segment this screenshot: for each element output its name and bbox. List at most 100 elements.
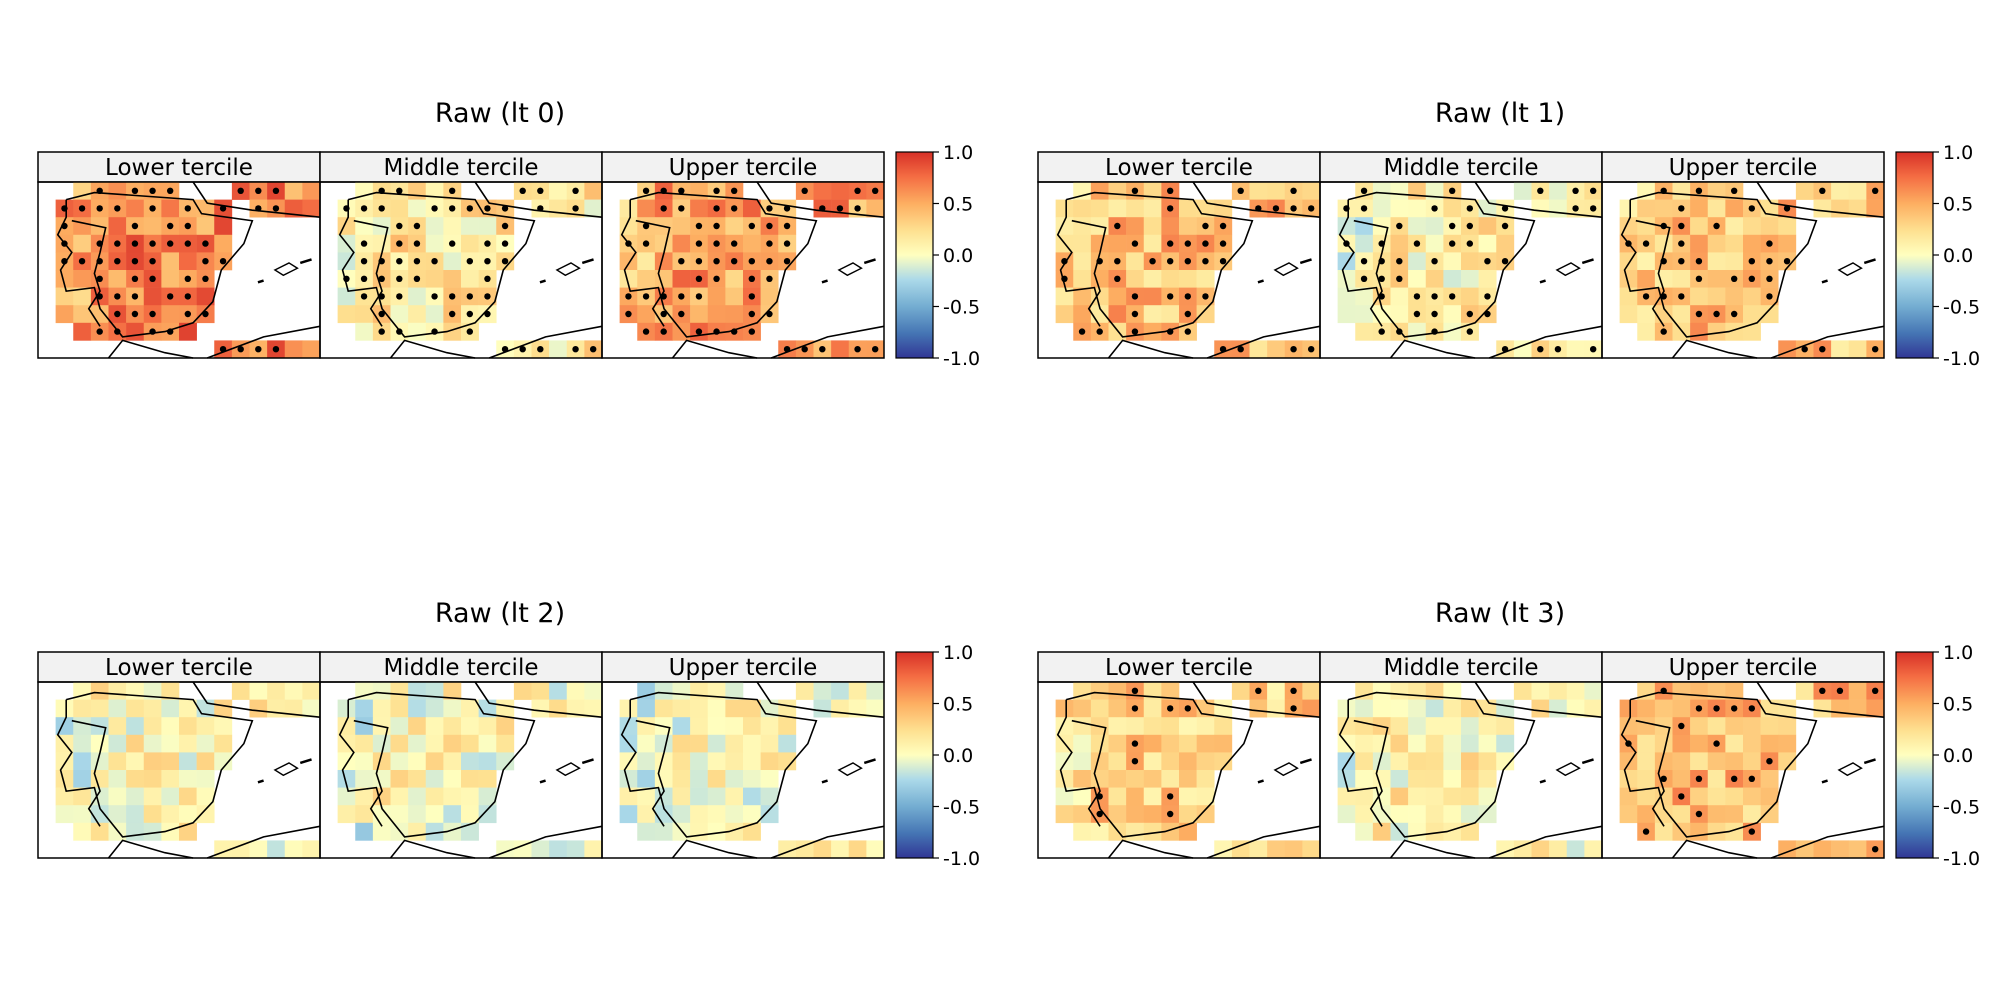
grid-cell	[1743, 717, 1761, 736]
morocco-coastline	[671, 339, 758, 359]
algeria-coastline	[1206, 825, 1321, 859]
grid-cell	[654, 682, 673, 700]
grid-cell	[1425, 734, 1444, 753]
grid-cell	[179, 805, 197, 824]
grid-cell	[1249, 182, 1268, 200]
grid-cell	[1179, 822, 1197, 841]
grid-cell	[637, 682, 656, 700]
grid-cell	[1408, 752, 1427, 771]
colorbar-tick-label: 0.0	[943, 245, 973, 267]
grid-cell	[690, 305, 709, 324]
grid-cell	[337, 787, 356, 806]
grid-cell	[55, 805, 74, 824]
significance-dot	[484, 258, 491, 265]
grid-cell	[566, 682, 585, 700]
significance-dot	[1290, 705, 1297, 712]
grid-cell	[461, 717, 479, 736]
grid-cell	[531, 699, 550, 718]
panel-header	[1037, 151, 1321, 183]
significance-dot	[1748, 205, 1756, 212]
grid-cell	[355, 717, 374, 736]
grid-cell	[549, 182, 568, 200]
significance-dot	[131, 240, 139, 247]
significance-dots	[1096, 687, 1297, 818]
grid-cell	[1108, 752, 1127, 771]
grid-cell	[1619, 787, 1638, 806]
grid-cell	[196, 805, 215, 824]
grid-cell	[425, 699, 444, 718]
grid-cell	[161, 787, 180, 806]
grid-cell	[1513, 340, 1532, 359]
balearic-islands	[1555, 762, 1581, 777]
grid-cell	[355, 734, 374, 753]
grid-cell	[161, 252, 180, 271]
grid-cell	[1073, 699, 1092, 718]
significance-dot	[713, 187, 720, 194]
significance-dot	[625, 293, 632, 300]
significance-dot	[114, 205, 121, 212]
grid-cell	[425, 217, 444, 236]
grid-cell	[390, 752, 409, 771]
grid-cell	[672, 734, 691, 753]
significance-dot	[1114, 258, 1121, 265]
grid-cell	[690, 182, 709, 200]
grid-cell	[214, 699, 233, 718]
colorbar-tick-label: -0.5	[1943, 797, 1980, 819]
significance-dot	[871, 346, 879, 353]
grid-cell	[390, 734, 409, 753]
significance-dot	[466, 293, 474, 300]
grid-cell	[1143, 305, 1162, 324]
grid-cell	[1637, 752, 1656, 771]
grid-cell	[461, 752, 479, 771]
grid-cell	[1425, 270, 1444, 288]
significance-dot	[1360, 187, 1368, 194]
significance-dot	[642, 240, 650, 247]
grid-cell	[760, 717, 779, 736]
grid-cell	[143, 682, 162, 700]
grid-cell	[355, 805, 374, 824]
grid-cell	[161, 752, 180, 771]
grid-cell	[179, 699, 197, 718]
grid-cell	[672, 322, 691, 341]
significance-dot	[695, 258, 703, 265]
grid-cell	[672, 805, 691, 824]
significance-dot	[1748, 258, 1756, 265]
colorbar-tick-label: -0.5	[943, 297, 980, 319]
grid-cell	[690, 822, 709, 841]
significance-dot	[660, 310, 667, 318]
grid-cell	[1637, 787, 1656, 806]
grid-cell	[1478, 270, 1497, 288]
grid-cell	[831, 682, 850, 700]
significance-dot	[1184, 240, 1192, 247]
grid-cell	[1355, 699, 1374, 718]
menorca-island	[299, 758, 312, 765]
grid-cell	[1566, 682, 1585, 700]
grid-cell	[566, 699, 585, 718]
significance-dot	[1131, 758, 1139, 765]
grid-cell	[1073, 287, 1092, 306]
france-coastline	[1474, 181, 1603, 218]
grid-cell	[1090, 682, 1109, 700]
grid-cell	[1390, 770, 1409, 788]
grid-cell	[461, 699, 479, 718]
grid-cell	[372, 682, 391, 700]
colorbar-tick-label: 1.0	[943, 642, 973, 664]
grid-cell	[1584, 840, 1603, 859]
grid-cell	[1461, 805, 1479, 824]
grid-cell	[1161, 717, 1180, 736]
grid-cell	[355, 682, 374, 700]
grid-cell	[1795, 682, 1814, 700]
figure-title-lt3: Raw (lt 3)	[1434, 598, 1566, 629]
balearic-islands	[555, 762, 581, 777]
significance-dot	[114, 293, 121, 300]
grid-cell	[443, 717, 462, 736]
grid-cell	[408, 787, 427, 806]
iberia-coastline	[1056, 691, 1254, 838]
grid-cell	[725, 699, 744, 718]
panel-middle-tercile: Middle tercile	[1319, 651, 1603, 859]
significance-dot	[748, 258, 756, 265]
significance-dot	[272, 346, 280, 353]
grid-cell	[1214, 734, 1233, 753]
grid-cell	[425, 822, 444, 841]
grid-cell	[1355, 287, 1374, 306]
